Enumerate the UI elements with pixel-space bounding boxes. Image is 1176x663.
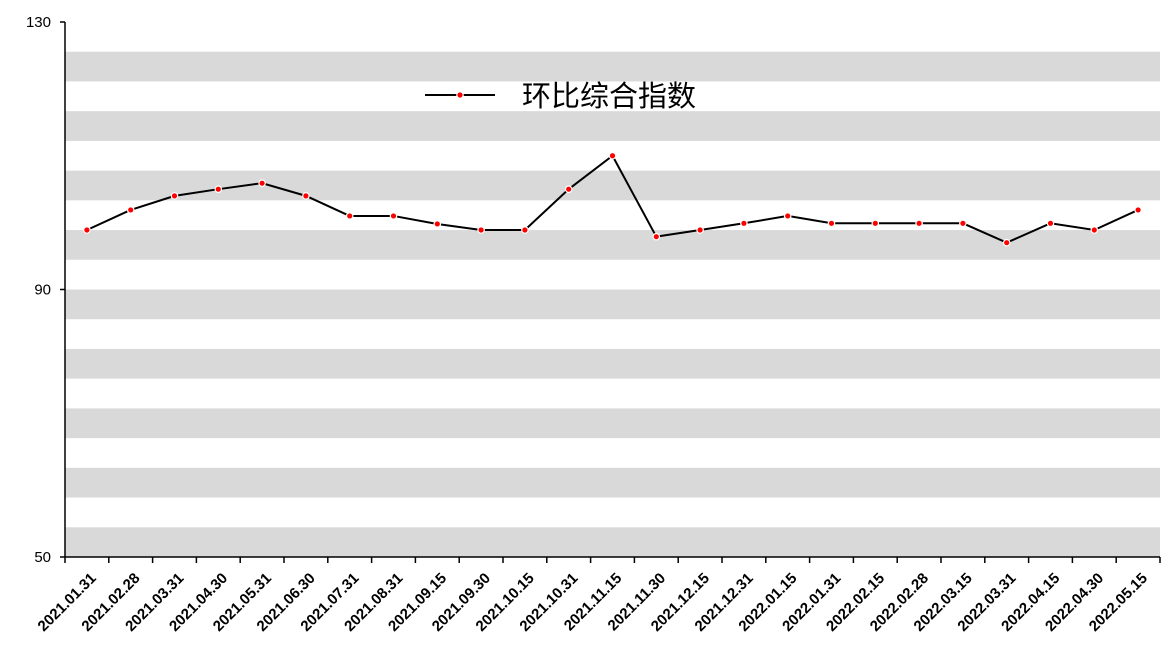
point [258,179,266,187]
point [83,226,91,234]
point [1134,206,1142,214]
stripe [65,467,1160,498]
point [302,192,310,200]
point [740,219,748,228]
stripe [65,527,1160,557]
point [345,212,354,220]
stripe [65,230,1160,260]
point [959,219,967,228]
y-tick-label: 130 [26,14,51,31]
point [433,220,442,228]
stripe [65,289,1160,320]
point [783,212,792,220]
point [652,232,661,241]
point [915,219,923,228]
point [1090,226,1099,234]
point [827,219,836,228]
stripe [65,51,1160,82]
point [871,219,880,228]
point [608,151,617,160]
point [1002,238,1011,247]
point [696,226,704,234]
point [126,206,135,214]
point [477,226,485,234]
y-tick-label: 50 [34,549,51,566]
y-tick-label: 90 [34,282,51,299]
legend-label: 环比综合指数 [522,80,696,113]
point [1046,219,1055,228]
stripe [65,348,1160,379]
point [564,185,573,193]
stripe [65,170,1160,201]
point [170,192,179,200]
legend-marker [456,91,464,99]
stripe [65,111,1160,141]
point [521,226,529,234]
stripe [65,408,1160,439]
point [214,185,223,193]
point [389,212,398,220]
